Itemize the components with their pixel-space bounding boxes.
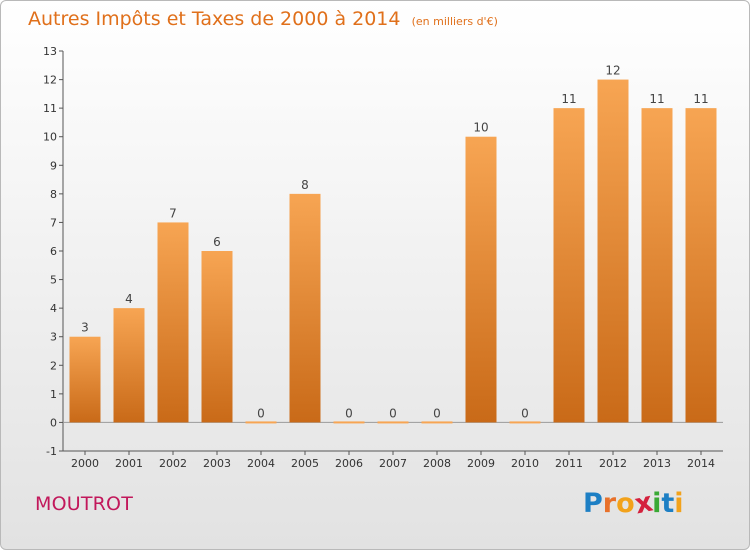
bar [289, 193, 321, 423]
bar [553, 108, 585, 423]
y-tick-label: 9 [50, 159, 57, 172]
bar [245, 421, 277, 424]
x-tick-label: 2013 [643, 457, 671, 470]
logo-letter: t [661, 488, 675, 519]
y-tick-label: 10 [43, 131, 57, 144]
data-label: 6 [213, 235, 221, 249]
y-tick-label: 13 [43, 45, 57, 58]
bar [641, 108, 673, 423]
y-tick-label: 12 [43, 74, 57, 87]
data-label: 0 [257, 406, 265, 420]
data-label: 0 [389, 406, 397, 420]
y-tick-label: 4 [50, 302, 57, 315]
y-tick-label: -1 [46, 445, 57, 458]
data-label: 12 [605, 64, 620, 78]
x-tick-label: 2002 [159, 457, 187, 470]
chart-title: Autres Impôts et Taxes de 2000 à 2014 (e… [28, 8, 498, 30]
x-tick-label: 2001 [115, 457, 143, 470]
x-tick-label: 2008 [423, 457, 451, 470]
x-tick-label: 2014 [687, 457, 715, 470]
bar [509, 421, 541, 424]
y-tick-label: 11 [43, 102, 57, 115]
bar [377, 421, 409, 424]
x-tick-label: 2010 [511, 457, 539, 470]
x-tick-label: 2003 [203, 457, 231, 470]
chart-unit-label: (en milliers d'€) [411, 15, 498, 28]
data-label: 7 [169, 206, 177, 220]
x-tick-label: 2009 [467, 457, 495, 470]
logo-letter: i [674, 488, 684, 519]
y-tick-label: 2 [50, 359, 57, 372]
data-label: 11 [649, 92, 664, 106]
y-tick-label: 0 [50, 416, 57, 429]
x-tick-label: 2007 [379, 457, 407, 470]
data-label: 0 [433, 406, 441, 420]
y-tick-label: 7 [50, 216, 57, 229]
x-tick-label: 2004 [247, 457, 275, 470]
data-label: 0 [345, 406, 353, 420]
bar [685, 108, 717, 423]
data-label: 11 [693, 92, 708, 106]
logo-letter: i [652, 488, 662, 519]
bar [201, 251, 233, 423]
proxiti-logo: Proxiti [583, 487, 684, 521]
x-tick-label: 2006 [335, 457, 363, 470]
data-label: 4 [125, 292, 133, 306]
y-tick-label: 3 [50, 331, 57, 344]
commune-name: MOUTROT [35, 493, 134, 515]
x-tick-label: 2011 [555, 457, 583, 470]
bar [465, 136, 497, 423]
data-label: 0 [521, 406, 529, 420]
logo-letter: o [616, 488, 635, 519]
logo-letter: P [583, 488, 603, 519]
x-tick-label: 2005 [291, 457, 319, 470]
y-tick-label: 8 [50, 188, 57, 201]
bar [421, 421, 453, 424]
x-tick-label: 2012 [599, 457, 627, 470]
bar [157, 222, 189, 423]
data-label: 8 [301, 178, 309, 192]
y-tick-label: 6 [50, 245, 57, 258]
bar [113, 308, 145, 423]
data-label: 11 [561, 92, 576, 106]
y-tick-label: 1 [50, 388, 57, 401]
chart-title-main: Autres Impôts et Taxes de 2000 à 2014 [28, 8, 401, 30]
bar [69, 336, 101, 423]
data-label: 3 [81, 321, 89, 335]
logo-letter: r [602, 488, 617, 519]
x-tick-label: 2000 [71, 457, 99, 470]
y-tick-label: 5 [50, 274, 57, 287]
bar [597, 79, 629, 423]
bar [333, 421, 365, 424]
data-label: 10 [473, 121, 488, 135]
